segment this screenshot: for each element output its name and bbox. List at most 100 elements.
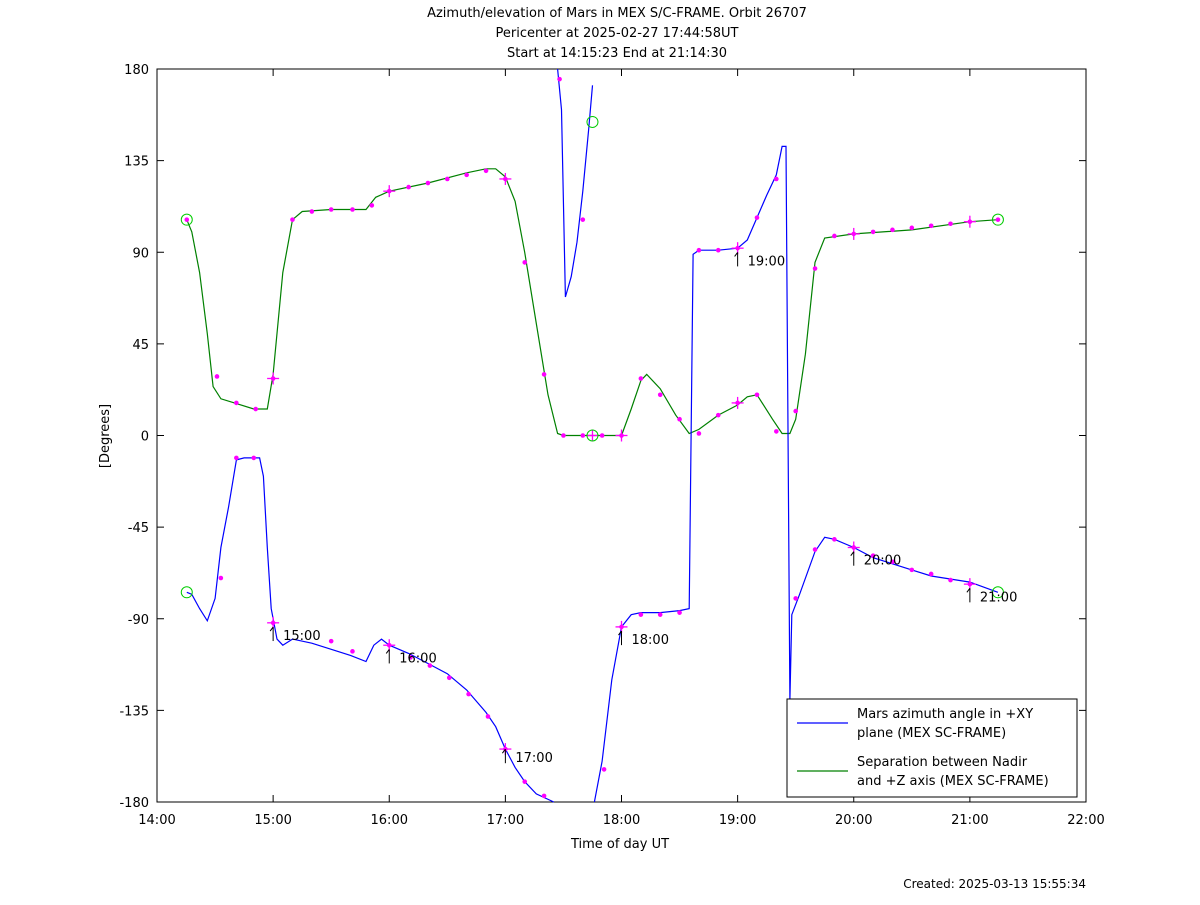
ten-minute-marker bbox=[184, 217, 190, 222]
time-annotation-arrowhead bbox=[734, 252, 739, 257]
ten-minute-marker bbox=[715, 247, 721, 253]
y-tick-label: 0 bbox=[141, 430, 149, 445]
ten-minute-marker bbox=[601, 767, 607, 772]
endpoint-circle-marker bbox=[180, 213, 193, 226]
ten-minute-marker bbox=[483, 168, 489, 174]
ten-minute-marker bbox=[928, 571, 934, 577]
hour-plus-marker bbox=[586, 429, 599, 442]
time-annotation-arrowhead bbox=[269, 626, 274, 632]
ten-minute-marker bbox=[774, 429, 779, 434]
ten-minute-marker bbox=[696, 247, 702, 253]
x-tick-label: 20:00 bbox=[835, 813, 872, 828]
ten-minute-marker bbox=[234, 400, 239, 406]
ten-minute-marker bbox=[580, 433, 586, 438]
ten-minute-marker bbox=[948, 577, 953, 583]
endpoint-circle-marker bbox=[586, 115, 599, 128]
time-annotation: 19:00 bbox=[734, 252, 785, 269]
title-line-3: Start at 14:15:23 End at 21:14:30 bbox=[507, 46, 727, 61]
legend-entry-label: Mars azimuth angle in +XY bbox=[857, 707, 1033, 722]
separation-series-line bbox=[186, 168, 998, 437]
x-tick-label: 18:00 bbox=[603, 813, 640, 828]
ten-minute-marker bbox=[408, 655, 413, 660]
legend: Mars azimuth angle in +XY plane (MEX SC-F… bbox=[786, 698, 1078, 798]
time-annotation-label: 20:00 bbox=[864, 554, 901, 569]
ten-minute-marker bbox=[445, 176, 450, 182]
ten-minute-marker bbox=[870, 553, 876, 558]
time-annotation-label: 17:00 bbox=[515, 751, 552, 766]
ten-minute-marker bbox=[890, 227, 895, 233]
title-line-2: Pericenter at 2025-02-27 17:44:58UT bbox=[495, 26, 738, 41]
y-tick-label: -135 bbox=[119, 704, 149, 719]
ten-minute-marker bbox=[754, 392, 760, 398]
ten-minute-marker bbox=[995, 217, 1001, 222]
ten-minute-marker bbox=[485, 714, 491, 719]
x-tick-label: 16:00 bbox=[371, 813, 408, 828]
y-tick-label: 90 bbox=[132, 246, 149, 261]
hour-plus-marker bbox=[847, 541, 860, 554]
annotation-layer: 15:00 16:00 17:00 18:00 19:00 20:00 21:00 bbox=[269, 252, 1017, 766]
ten-minute-marker bbox=[328, 638, 334, 644]
hour-plus-marker bbox=[383, 185, 396, 198]
ten-minute-marker bbox=[541, 793, 547, 799]
y-tick-label: 45 bbox=[132, 338, 149, 353]
hour-plus-marker bbox=[963, 578, 976, 591]
ten-minute-marker bbox=[909, 225, 915, 231]
x-tick-label: 17:00 bbox=[487, 813, 524, 828]
data-layer bbox=[186, 68, 999, 803]
ten-minute-marker bbox=[793, 596, 798, 601]
ten-minute-marker bbox=[425, 180, 431, 186]
y-tick-label: -180 bbox=[119, 796, 149, 811]
ten-minute-marker bbox=[234, 455, 239, 461]
ten-minute-marker bbox=[832, 537, 837, 542]
ten-minute-marker bbox=[890, 559, 895, 565]
ten-minute-marker bbox=[812, 547, 818, 552]
time-annotation: 16:00 bbox=[385, 649, 437, 666]
ten-minute-marker bbox=[369, 203, 375, 208]
ten-minute-marker bbox=[696, 431, 702, 436]
time-annotation-arrowhead bbox=[501, 748, 506, 754]
time-annotation: 20:00 bbox=[850, 551, 901, 569]
ten-minute-marker bbox=[657, 392, 663, 398]
ten-minute-marker bbox=[557, 76, 562, 82]
ten-minute-marker bbox=[466, 691, 471, 697]
ten-minute-marker bbox=[522, 779, 528, 784]
x-tick-label: 21:00 bbox=[951, 813, 988, 828]
ten-minute-marker bbox=[638, 612, 644, 617]
marker-layer bbox=[180, 76, 1004, 799]
ten-minute-marker bbox=[677, 610, 682, 615]
time-annotation-arrowhead bbox=[966, 588, 971, 593]
hour-plus-marker bbox=[731, 396, 744, 409]
time-annotation: 21:00 bbox=[966, 588, 1017, 605]
ten-minute-marker bbox=[427, 663, 433, 668]
hour-plus-marker bbox=[383, 639, 396, 652]
time-annotation-label: 15:00 bbox=[283, 629, 320, 644]
time-annotation-arrowhead bbox=[618, 630, 622, 636]
hour-plus-marker bbox=[499, 172, 512, 185]
x-tick-label: 22:00 bbox=[1067, 813, 1104, 828]
time-annotation-label: 19:00 bbox=[748, 254, 785, 269]
ten-minute-marker bbox=[870, 229, 876, 235]
ten-minute-marker bbox=[406, 184, 411, 190]
time-annotation-label: 18:00 bbox=[632, 633, 669, 648]
x-tick-label: 15:00 bbox=[254, 813, 291, 828]
time-annotation-label: 21:00 bbox=[980, 590, 1017, 605]
y-tick-label: -90 bbox=[128, 613, 149, 628]
ten-minute-marker bbox=[774, 176, 779, 182]
legend-box bbox=[786, 698, 1078, 798]
y-axis-label: [Degrees] bbox=[98, 404, 113, 468]
hour-plus-marker bbox=[731, 242, 744, 255]
ten-minute-marker bbox=[541, 372, 547, 377]
ten-minute-marker bbox=[754, 215, 760, 220]
ten-minute-marker bbox=[948, 221, 953, 227]
ten-minute-marker bbox=[599, 433, 605, 438]
title-line-1: Azimuth/elevation of Mars in MEX S/C-FRA… bbox=[427, 6, 807, 21]
ten-minute-marker bbox=[715, 412, 721, 418]
endpoint-circle-marker bbox=[180, 586, 193, 599]
legend-entry-label: plane (MEX SC-FRAME) bbox=[857, 726, 1006, 741]
axes-layer: 14:00 15:00 16:00 17:00 18:00 19:00 20:00 21:00… bbox=[119, 63, 1104, 828]
ten-minute-marker bbox=[638, 376, 644, 381]
ten-minute-marker bbox=[253, 406, 259, 412]
ten-minute-marker bbox=[214, 374, 220, 379]
ten-minute-marker bbox=[909, 567, 915, 573]
